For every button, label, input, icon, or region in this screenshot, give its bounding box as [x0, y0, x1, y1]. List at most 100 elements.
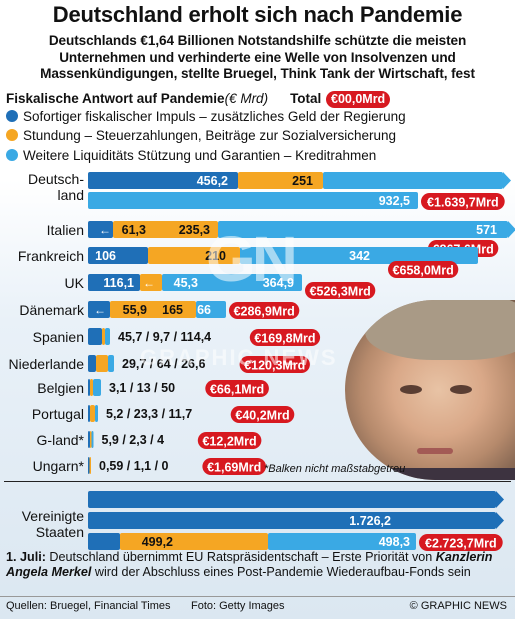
data-label: 45,7 / 9,7 / 114,4 — [118, 330, 211, 344]
total-pill-bg — [305, 282, 376, 299]
data-label: 29,7 / 64 / 26,6 — [122, 357, 205, 371]
arrow-glyph: ← — [99, 223, 111, 237]
legend-heading-text: Fiskalische Antwort auf Pandemie — [6, 91, 225, 106]
total-pill-bg — [249, 329, 321, 346]
country-label: land — [58, 187, 84, 203]
bar-segment — [196, 301, 226, 318]
merkel-photo — [345, 300, 515, 480]
bar-segment — [88, 301, 110, 318]
note-text-b: wird der Abschluss eines Post-Pandemie W… — [94, 565, 471, 579]
country-label: G-land* — [37, 432, 85, 448]
bar-segment — [88, 328, 102, 345]
bar-segment — [88, 491, 496, 508]
chart-footnote: *Balken nicht maßstabgetreu — [264, 463, 406, 475]
legend-unit: (€ Mrd) — [224, 91, 269, 106]
data-label: 932,5 — [379, 194, 410, 208]
total-pill-bg — [229, 302, 300, 319]
legend-heading: Fiskalische Antwort auf Pandemie(€ Mrd) T… — [6, 91, 321, 106]
bar-segment — [88, 355, 96, 372]
total-pill: €526,3Mrd — [310, 285, 371, 299]
bar-segment — [88, 221, 113, 238]
bar-segment — [120, 533, 268, 550]
data-label: 1.726,2 — [349, 514, 391, 528]
footer-photo-credit: Foto: Getty Images — [191, 600, 285, 612]
country-label: Dänemark — [19, 302, 85, 318]
bar-segment — [90, 431, 92, 448]
total-pill: €286,9Mrd — [234, 305, 295, 319]
data-label: 571 — [476, 223, 497, 237]
bar-segment — [140, 274, 162, 291]
note-person: Kanzlerin Angela Merkel — [6, 550, 493, 579]
total-pill: €1.639,7Mrd — [427, 196, 499, 210]
bar-segment — [93, 379, 101, 396]
country-label: Italien — [47, 222, 84, 238]
photo-mouth — [417, 448, 453, 454]
photo-hair — [365, 300, 515, 360]
note-date: 1. Juli: — [6, 550, 46, 564]
bar-segment — [88, 533, 120, 550]
legend-item-label: Stundung – Steuerzahlungen, Beiträge zur… — [23, 128, 396, 143]
bar-arrow — [503, 172, 511, 189]
country-label: Ungarn* — [33, 458, 85, 474]
bar-segment — [238, 172, 323, 189]
data-label: 0,59 / 1,1 / 0 — [99, 459, 169, 473]
total-pill-bg — [239, 356, 310, 373]
arrow-glyph: ← — [94, 303, 106, 317]
country-label: UK — [65, 275, 85, 291]
data-label: 210 — [205, 249, 226, 263]
country-label: Portugal — [32, 406, 84, 422]
arrow-glyph: ← — [143, 276, 155, 290]
total-pill: €12,2Mrd — [202, 435, 256, 449]
bar-segment — [88, 192, 418, 209]
legend-item-label: Weitere Liquiditäts Stützung und Garanti… — [23, 148, 377, 163]
legend-item-liquidity: Weitere Liquiditäts Stützung und Garanti… — [6, 148, 376, 163]
data-label: 342 — [349, 249, 370, 263]
country-label: Belgien — [37, 380, 84, 396]
country-label: Spanien — [33, 329, 84, 345]
total-pill: €1,69Mrd — [207, 461, 261, 475]
total-pill-bg — [205, 380, 269, 397]
bar-arrow — [496, 491, 504, 508]
total-pill-bg — [419, 534, 503, 551]
photo-eye — [400, 385, 422, 394]
bar-segment — [96, 355, 108, 372]
bar-segment — [218, 221, 508, 238]
bar-segment — [105, 328, 110, 345]
bar-segment — [88, 457, 90, 474]
footer-copyright: © GRAPHIC NEWS — [409, 600, 507, 612]
legend-dot-lightblue — [6, 149, 18, 161]
bar-segment — [88, 172, 238, 189]
data-label: 3,1 / 13 / 50 — [109, 381, 175, 395]
country-label: Frankreich — [18, 248, 84, 264]
total-pill: €120,3Mrd — [244, 359, 305, 373]
bar-segment — [240, 247, 478, 264]
subtitle: Deutschlands €1,64 Billionen Notstandshi… — [40, 33, 475, 81]
total-pill-bg — [230, 406, 295, 423]
bar-segment — [162, 274, 302, 291]
bar-segment — [88, 274, 140, 291]
country-label: Deutsch- — [28, 171, 84, 187]
bar-segment — [91, 431, 94, 448]
data-label: 499,2 — [142, 535, 173, 549]
bar-segment — [90, 405, 95, 422]
data-label: 55,9 — [123, 303, 147, 317]
data-label: 235,3 — [179, 223, 210, 237]
bar-segment — [90, 379, 93, 396]
legend-total-pill: €00,0Mrd — [326, 91, 391, 108]
legend-dot-orange — [6, 129, 18, 141]
note-text-a: Deutschland übernimmt EU Ratspräsidentsc… — [49, 550, 433, 564]
data-label: 364,9 — [263, 276, 294, 290]
legend-total-label: Total — [290, 91, 322, 106]
total-pill: €2.723,7Mrd — [425, 537, 497, 551]
footer-sources: Quellen: Bruegel, Financial Times — [6, 600, 171, 612]
bar-arrow — [496, 512, 504, 529]
bar-segment — [268, 533, 416, 550]
footer-divider — [0, 596, 515, 597]
bar-segment — [88, 512, 496, 529]
bar-segment — [88, 405, 90, 422]
divider — [4, 481, 511, 482]
photo-eye — [450, 385, 472, 394]
total-pill: €169,8Mrd — [254, 332, 315, 346]
photo-jacket — [345, 468, 515, 480]
